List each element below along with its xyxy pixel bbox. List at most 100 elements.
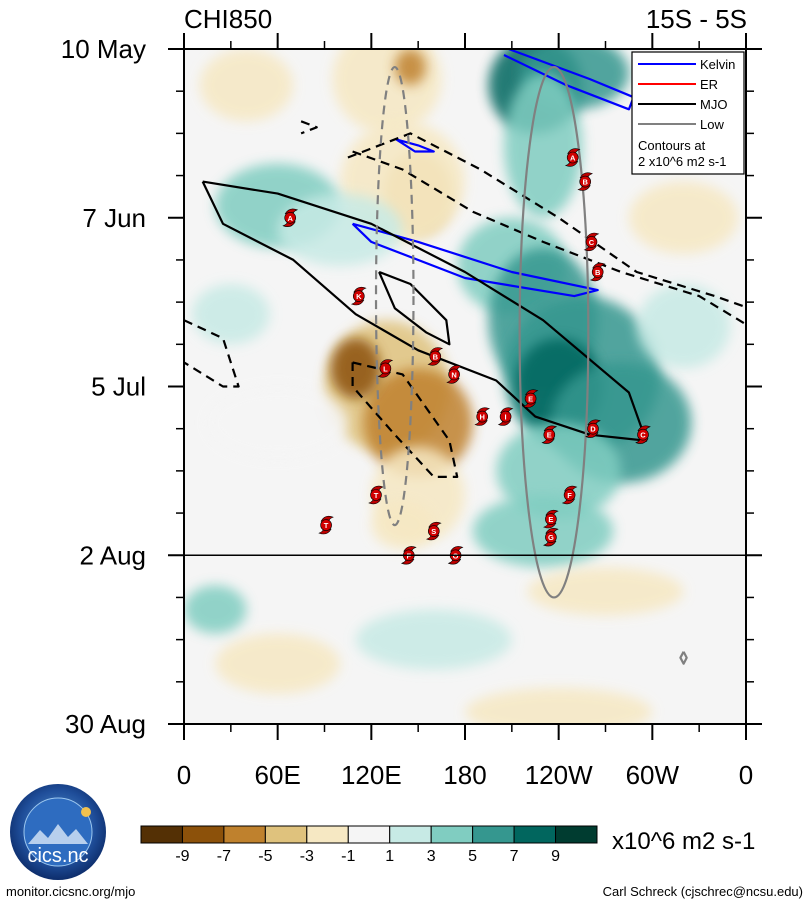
field-blob xyxy=(465,687,653,724)
field-blob xyxy=(527,567,684,616)
y-tick-label: 10 May xyxy=(61,34,146,64)
storm-label: E xyxy=(528,395,533,404)
field-blob xyxy=(215,633,341,694)
colorbar-tick-label: 7 xyxy=(510,848,519,865)
colorbar-box xyxy=(140,825,183,844)
cics-logo: cics.nc xyxy=(10,784,106,880)
logo-text: cics.nc xyxy=(27,845,88,867)
colorbar-tick-label: 3 xyxy=(427,848,436,865)
colorbar-tick-label: 9 xyxy=(551,848,560,865)
colorbar-box xyxy=(347,825,391,844)
legend-note: 2 x10^6 m2 s-1 xyxy=(638,154,726,169)
storm-label: E xyxy=(547,431,552,440)
colorbar-box xyxy=(513,825,557,844)
y-tick-label: 7 Jun xyxy=(82,203,146,233)
field-blob xyxy=(355,609,512,670)
storm-label: N xyxy=(451,370,456,379)
field-blob xyxy=(472,494,614,568)
storm-label: D xyxy=(590,425,596,434)
contour-kelvin xyxy=(351,222,599,298)
storm-label: A xyxy=(287,214,293,223)
storm-markers: AKBLNHIEEDCTFTSEGFOABCB xyxy=(282,148,651,565)
legend: Kelvin ER MJO Low Contours at2 x10^6 m2 s-1 xyxy=(631,51,745,175)
storm-eye-icon xyxy=(545,531,557,544)
storm-label: C xyxy=(640,431,646,440)
legend-label-low: Low xyxy=(700,117,724,132)
colorbar-box xyxy=(181,825,225,844)
storm-label: E xyxy=(548,515,553,524)
x-tick-label: 60W xyxy=(626,760,680,790)
storm-marker: F xyxy=(561,485,578,505)
colorbar-units: x10^6 m2 s-1 xyxy=(612,828,756,855)
x-tick-label: 0 xyxy=(177,760,191,790)
field-blob xyxy=(394,49,426,86)
storm-eye-icon xyxy=(429,350,442,363)
storm-marker: B xyxy=(589,262,606,282)
colorbar: -9 -7 -5 -3 -1 1 3 5 7 9 xyxy=(140,825,598,865)
x-tick-label: 120W xyxy=(525,760,593,790)
field-blob xyxy=(191,284,270,345)
storm-label: A xyxy=(570,154,576,163)
x-tick-label: 180 xyxy=(443,760,486,790)
x-tick-label: 60E xyxy=(255,760,301,790)
storm-marker: L xyxy=(377,359,394,378)
colorbar-tick-label: -1 xyxy=(341,848,355,865)
y-tick-label: 30 Aug xyxy=(65,709,146,739)
y-tick-label: 2 Aug xyxy=(79,540,146,570)
storm-eye-icon xyxy=(591,266,604,278)
storm-eye-icon xyxy=(585,236,598,248)
field-blob xyxy=(636,284,731,369)
contour-mjo xyxy=(351,361,459,478)
colorbar-box xyxy=(430,825,474,844)
storm-marker: C xyxy=(583,232,600,252)
footer-credit: Carl Schreck (cjschrec@ncsu.edu) xyxy=(602,884,803,899)
storm-marker: E xyxy=(543,509,559,529)
contour-mjo xyxy=(184,319,240,388)
colorbar-tick-label: -9 xyxy=(175,848,189,865)
storm-marker: E xyxy=(541,425,558,444)
storm-label: B xyxy=(595,268,601,277)
legend-note: Contours at xyxy=(638,138,706,153)
contour-mjo xyxy=(378,270,451,346)
field-blob xyxy=(628,181,739,254)
contour-low xyxy=(374,65,415,527)
colorbar-box xyxy=(306,825,349,844)
contour-mjo xyxy=(352,150,746,326)
storm-marker: C xyxy=(635,425,651,444)
storm-eye-icon xyxy=(476,410,489,423)
legend-label-mjo: MJO xyxy=(700,97,727,112)
axes: 10 May 7 Jun 5 Jul 2 Aug 30 Aug 0 60E 120E 180 12… xyxy=(61,33,762,790)
field-blob xyxy=(332,49,442,134)
colorbar-tick-label: -5 xyxy=(258,848,272,865)
storm-label: L xyxy=(383,364,388,373)
legend-label-er: ER xyxy=(700,77,718,92)
contour-mjo xyxy=(347,132,746,309)
field-blob xyxy=(207,386,348,459)
storm-label: G xyxy=(548,533,554,542)
storm-eye-icon xyxy=(370,489,382,501)
storm-marker: A xyxy=(282,208,299,227)
contour-low xyxy=(518,65,590,599)
storm-eye-icon xyxy=(379,362,392,375)
storm-eye-icon xyxy=(524,392,537,405)
legend-label-kelvin: Kelvin xyxy=(700,57,735,72)
storm-label: H xyxy=(479,413,484,422)
storm-eye-icon xyxy=(448,368,460,381)
field-blob xyxy=(371,501,434,550)
storm-eye-icon xyxy=(563,489,576,501)
field-blob xyxy=(277,193,403,266)
colorbar-box xyxy=(264,825,308,844)
footer-url[interactable]: monitor.cicsnc.org/mjo xyxy=(6,884,136,899)
storm-marker: K xyxy=(350,286,367,306)
field-blob xyxy=(504,73,583,218)
colorbar-tick-label: 1 xyxy=(385,848,394,865)
field-blob xyxy=(330,338,381,399)
contour-mjo xyxy=(300,120,318,135)
storm-marker: E xyxy=(522,389,539,408)
storm-eye-icon xyxy=(499,410,512,423)
storm-eye-icon xyxy=(545,513,557,525)
storm-label: B xyxy=(433,352,439,361)
storm-eye-icon xyxy=(352,290,365,302)
storm-label: C xyxy=(589,238,595,247)
